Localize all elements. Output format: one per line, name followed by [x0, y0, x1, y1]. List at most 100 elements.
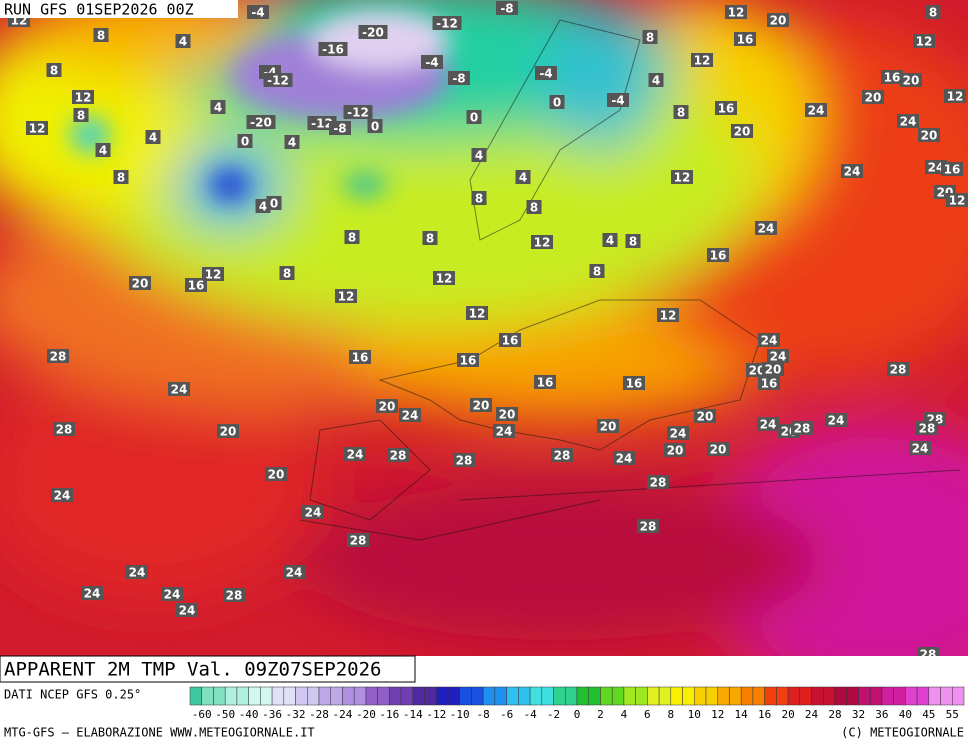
label-box [637, 519, 659, 533]
contour-label: 28 [794, 422, 811, 436]
label-box [113, 170, 129, 184]
label-box [329, 121, 351, 135]
scale-swatch [776, 686, 789, 706]
scale-swatch [189, 686, 202, 706]
contour-label: 16 [718, 102, 735, 116]
credit: MTG-GFS — ELABORAZIONE WWW.METEOGIORNALE… [4, 726, 315, 740]
label-box [900, 73, 922, 87]
label-box [145, 130, 161, 144]
label-box [673, 105, 689, 119]
scale-swatch [482, 686, 496, 706]
contour-label: 4 [288, 136, 296, 150]
label-box [715, 101, 737, 115]
contour-label: 20 [473, 399, 490, 413]
contour-label: 16 [737, 33, 754, 47]
contour-label: 20 [749, 364, 766, 378]
scale-swatch [377, 686, 390, 706]
label-box [913, 34, 935, 48]
contour-label: 20 [903, 74, 920, 88]
contour-label: 24 [761, 334, 778, 348]
contour-label: 24 [760, 418, 777, 432]
label-box [344, 447, 366, 461]
label-box [534, 375, 556, 389]
contour-label: -8 [500, 2, 513, 16]
scale-swatch [846, 686, 859, 706]
contour-label: 24 [844, 165, 861, 179]
scale-label: 16 [758, 708, 771, 721]
contour-label: 4 [652, 74, 660, 88]
contour-label: 28 [50, 350, 67, 364]
label-box [95, 143, 111, 157]
contour-label: 24 [347, 448, 364, 462]
label-box [946, 193, 968, 207]
contour-label: 8 [629, 235, 637, 249]
contour-label: 4 [99, 144, 107, 158]
scale-label: -2 [547, 708, 560, 721]
contour-label: 24 [616, 452, 633, 466]
scale-label: 20 [781, 708, 794, 721]
contour-label: -12 [436, 17, 458, 31]
scale-label: 12 [711, 708, 724, 721]
contour-label: 16 [626, 377, 643, 391]
label-box [925, 5, 941, 19]
label-box [471, 148, 487, 162]
scale-swatch [658, 686, 672, 706]
scale-label: -14 [403, 708, 423, 721]
label-box [642, 30, 658, 44]
scale-label: 36 [875, 708, 888, 721]
label-box [944, 89, 966, 103]
contour-label: 12 [338, 290, 355, 304]
label-box [526, 200, 542, 214]
label-box [757, 417, 779, 431]
contour-label: -4 [539, 67, 552, 81]
contour-label: 28 [919, 422, 936, 436]
contour-label: 24 [171, 383, 188, 397]
contour-label: -20 [250, 116, 272, 130]
scale-swatch [823, 686, 836, 706]
label-box [515, 170, 531, 184]
label-box [613, 451, 635, 465]
contour-label: 24 [129, 566, 146, 580]
contour-label: 24 [164, 588, 181, 602]
contour-label: 8 [593, 265, 601, 279]
contour-label: 12 [674, 171, 691, 185]
scale-label: 6 [644, 708, 651, 721]
label-box [185, 278, 207, 292]
scale-swatch [283, 686, 296, 706]
label-box [941, 162, 963, 176]
contour-label: 12 [947, 90, 964, 104]
scale-swatch [412, 686, 425, 706]
label-box [223, 588, 245, 602]
label-box [909, 441, 931, 455]
contour-label: 24 [84, 587, 101, 601]
scale-swatch [600, 686, 613, 706]
copyright: (C) METEOGIORNALE [841, 726, 964, 740]
contour-label: 20 [379, 400, 396, 414]
scale-label: -10 [450, 708, 470, 721]
contour-label: 4 [149, 131, 157, 145]
contour-label: 4 [179, 35, 187, 49]
contour-label: -20 [362, 26, 384, 40]
scale-swatch [353, 686, 367, 706]
contour-label: 0 [241, 135, 249, 149]
contour-label: 16 [537, 376, 554, 390]
label-box [767, 349, 789, 363]
label-box [457, 353, 479, 367]
contour-label: 0 [371, 120, 379, 134]
scale-swatch [553, 686, 566, 706]
contour-label: 8 [929, 6, 937, 20]
contour-label: 16 [188, 279, 205, 293]
contour-label: 12 [534, 236, 551, 250]
scale-label: 0 [574, 708, 581, 721]
scale-swatch [213, 686, 226, 706]
label-box [589, 264, 605, 278]
scale-label: -12 [426, 708, 446, 721]
scale-swatch [471, 686, 484, 706]
label-box [758, 333, 780, 347]
scale-swatch [459, 686, 472, 706]
scale-swatch [635, 686, 648, 706]
label-box [47, 349, 69, 363]
label-box [496, 1, 518, 15]
label-box [318, 42, 348, 56]
